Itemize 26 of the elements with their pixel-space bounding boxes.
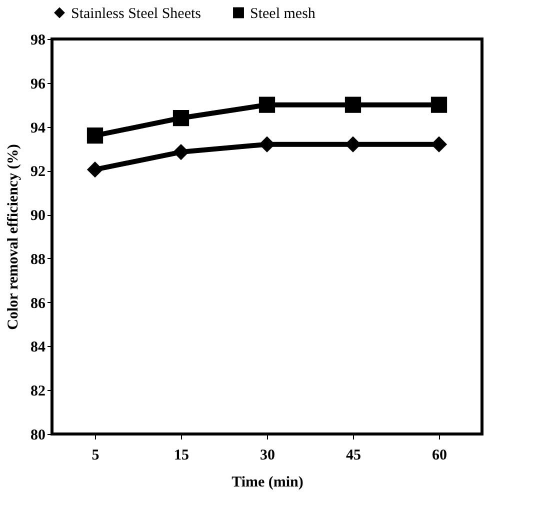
y-tick-label: 92 <box>30 164 46 180</box>
point <box>172 144 190 160</box>
x-axis-title: Time (min) <box>232 474 304 490</box>
x-tick-label: 30 <box>260 448 275 464</box>
y-tick-label: 82 <box>30 384 46 400</box>
x-tick-label: 5 <box>92 448 100 464</box>
y-tick-label: 84 <box>30 340 46 356</box>
point <box>430 96 448 113</box>
y-tick-label: 98 <box>30 32 46 48</box>
y-tick-label: 96 <box>30 76 46 92</box>
point <box>344 96 362 113</box>
x-tick-label: 45 <box>346 448 361 464</box>
point <box>258 96 276 113</box>
y-tick-label: 94 <box>30 120 46 136</box>
point <box>86 162 104 178</box>
legend-label: Stainless Steel Sheets <box>71 6 202 22</box>
point <box>86 127 104 144</box>
y-tick-label: 88 <box>30 252 46 268</box>
y-axis-title: Color removal efficiency (%) <box>6 144 22 330</box>
y-tick-label: 90 <box>30 208 46 224</box>
x-tick-label: 60 <box>432 448 447 464</box>
y-tick-label: 86 <box>30 296 46 312</box>
x-tick-label: 15 <box>174 448 189 464</box>
legend-label: Steel mesh <box>250 6 316 22</box>
y-tick-label: 80 <box>30 428 46 444</box>
point <box>172 110 190 126</box>
